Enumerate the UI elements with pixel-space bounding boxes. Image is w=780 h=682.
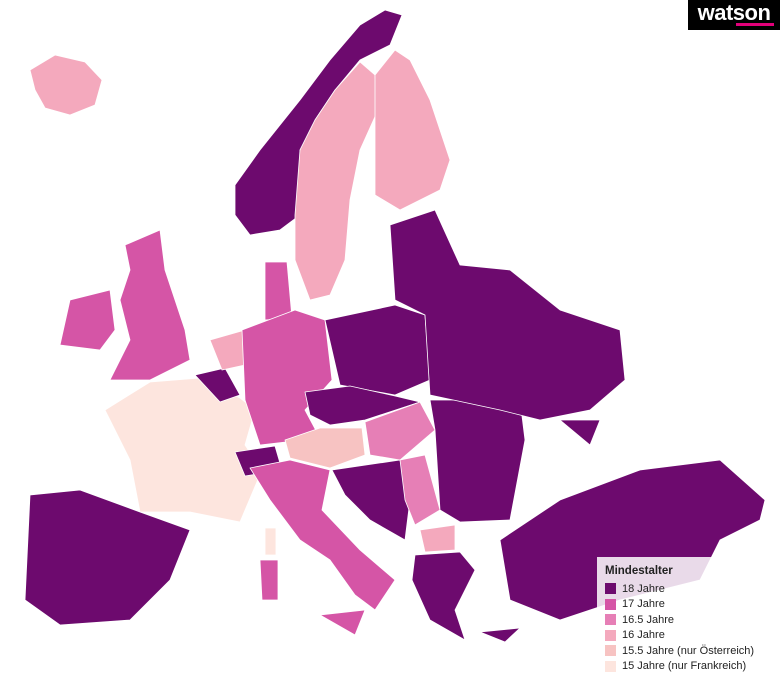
- sardinia: [259, 559, 279, 601]
- legend-swatch: [605, 660, 616, 672]
- sicily: [319, 609, 366, 636]
- legend-label: 17 Jahre: [622, 598, 665, 611]
- austria: [284, 427, 366, 469]
- united-kingdom: [109, 229, 191, 381]
- poland: [324, 304, 431, 396]
- italy: [249, 459, 396, 611]
- denmark: [264, 261, 293, 321]
- legend-item: 18 Jahre: [605, 581, 772, 597]
- north-macedonia: [419, 524, 456, 553]
- legend-title: Mindestalter: [605, 565, 673, 577]
- greece: [411, 551, 476, 641]
- legend-item: 15 Jahre (nur Frankreich): [605, 659, 772, 675]
- legend-item: 15.5 Jahre (nur Österreich): [605, 643, 772, 659]
- crimea: [559, 419, 601, 446]
- legend-swatch: [605, 598, 616, 610]
- legend-label: 15 Jahre (nur Frankreich): [622, 660, 747, 673]
- czechia-slovakia: [304, 385, 421, 426]
- legend-item: 17 Jahre: [605, 597, 772, 613]
- sweden: [294, 61, 379, 301]
- iberia: [24, 489, 191, 626]
- legend-label: 16.5 Jahre: [622, 613, 674, 626]
- romania-bulgaria: [429, 399, 526, 523]
- iceland: [29, 54, 103, 116]
- germany: [241, 309, 333, 446]
- legend-item: 16.5 Jahre: [605, 612, 772, 628]
- cyprus: [479, 627, 521, 643]
- serbia: [399, 454, 441, 526]
- belgium: [194, 367, 241, 403]
- legend-swatch: [605, 583, 616, 595]
- western-balkans: [331, 459, 411, 541]
- france: [104, 377, 263, 523]
- legend: Mindestalter 18 Jahre 17 Jahre 16.5 Jahre 1…: [597, 557, 780, 682]
- finland: [374, 49, 451, 211]
- legend-items: 18 Jahre 17 Jahre 16.5 Jahre 16 Jahre 15.5 J…: [605, 581, 772, 674]
- legend-label: 18 Jahre: [622, 582, 665, 595]
- legend-label: 15.5 Jahre (nur Österreich): [622, 644, 755, 657]
- norway: [234, 9, 403, 236]
- legend-swatch: [605, 614, 616, 626]
- ireland: [59, 289, 116, 351]
- legend-item: 16 Jahre: [605, 628, 772, 644]
- legend-swatch: [605, 645, 616, 657]
- legend-swatch: [605, 629, 616, 641]
- logo: watson: [688, 0, 780, 30]
- netherlands: [209, 329, 246, 371]
- corsica: [264, 527, 277, 556]
- eastern-europe: [389, 209, 626, 421]
- legend-label: 16 Jahre: [622, 629, 665, 642]
- hungary: [364, 401, 436, 461]
